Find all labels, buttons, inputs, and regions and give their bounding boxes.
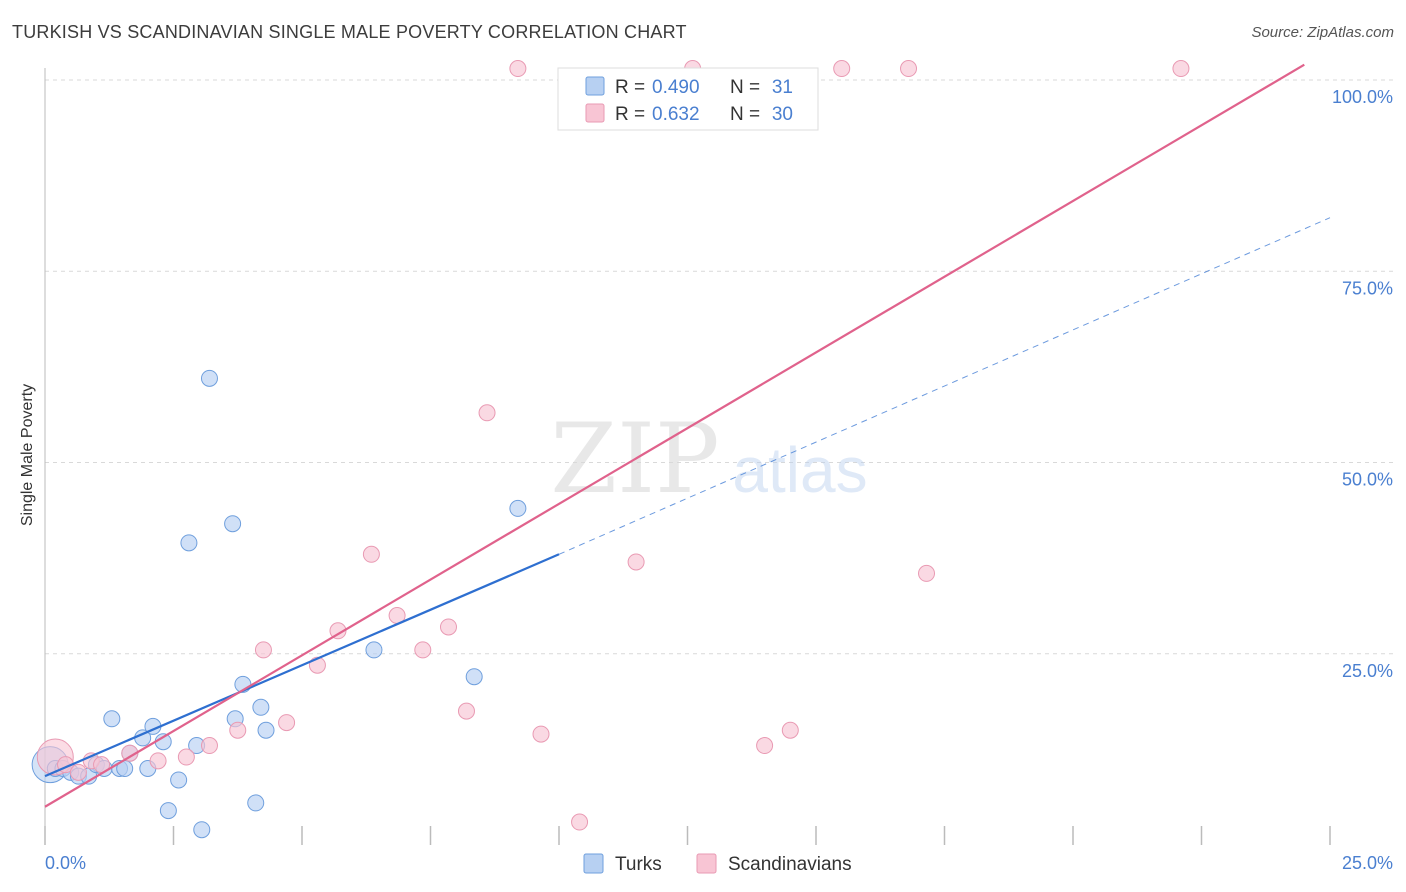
- turks-point-26: [252, 698, 270, 716]
- turks-trend-line: [44, 553, 560, 778]
- y-tick-label-50: 50.0%: [1342, 470, 1393, 490]
- scand-point-7: [177, 748, 195, 766]
- turks-point-29: [465, 668, 483, 686]
- turks-point-28: [365, 641, 383, 659]
- scand-point-11: [278, 714, 296, 732]
- scand-point-2: [69, 763, 87, 781]
- bottom-legend-label-turks: Turks: [615, 854, 662, 875]
- legend-swatch-turks: [585, 76, 605, 96]
- scand-point-22: [571, 813, 589, 831]
- scand-point-18: [457, 702, 475, 720]
- scand-point-6: [149, 752, 167, 770]
- scand-point-20: [509, 60, 527, 78]
- turks-point-22: [224, 515, 242, 533]
- y-tick-label-100: 100.0%: [1332, 87, 1393, 107]
- scand-point-8: [200, 737, 218, 755]
- legend-r-value-turks: 0.490: [652, 77, 700, 98]
- legend-n-label-scand: N =: [730, 104, 760, 125]
- scand-trend-line: [44, 63, 1305, 808]
- turks-trend-extension: [558, 217, 1331, 555]
- bottom-legend-swatch-scand: [696, 853, 717, 874]
- bottom-legend-swatch-turks: [583, 853, 604, 874]
- turks-point-20: [193, 821, 211, 839]
- legend-n-value-scand: 30: [772, 104, 793, 125]
- scand-point-16: [414, 641, 432, 659]
- y-tick-label-75: 75.0%: [1342, 278, 1393, 298]
- legend-r-label-scand: R =: [615, 104, 645, 125]
- scand-point-28: [900, 60, 918, 78]
- x-tick-label-max: 25.0%: [1342, 853, 1393, 873]
- watermark-atlas: atlas: [732, 434, 867, 506]
- legend-n-label-turks: N =: [730, 77, 760, 98]
- scand-point-19: [478, 404, 496, 422]
- x-tick-label-min: 0.0%: [45, 853, 86, 873]
- turks-point-16: [159, 802, 177, 820]
- turks-point-27: [257, 721, 275, 739]
- scand-point-10: [254, 641, 272, 659]
- turks-point-18: [180, 534, 198, 552]
- scand-point-21: [532, 725, 550, 743]
- legend-swatch-scand: [585, 103, 605, 123]
- legend-r-label-turks: R =: [615, 77, 645, 98]
- turks-point-17: [170, 771, 188, 789]
- turks-point-25: [247, 794, 265, 812]
- scand-point-9: [229, 721, 247, 739]
- scand-point-13: [329, 622, 347, 640]
- scand-point-17: [439, 618, 457, 636]
- turks-point-21: [200, 369, 218, 387]
- turks-point-30: [509, 499, 527, 517]
- turks-point-8: [103, 710, 121, 728]
- scand-point-23: [627, 553, 645, 571]
- bottom-legend-label-scand: Scandinavians: [728, 854, 852, 875]
- legend-r-value-scand: 0.632: [652, 104, 700, 125]
- scand-point-30: [1172, 60, 1190, 78]
- scand-point-25: [756, 737, 774, 755]
- source-label: Source: ZipAtlas.com: [1251, 24, 1394, 41]
- scand-point-26: [781, 721, 799, 739]
- legend-n-value-turks: 31: [772, 77, 793, 98]
- scand-point-14: [362, 545, 380, 563]
- scand-point-29: [918, 564, 936, 582]
- y-tick-label-25: 25.0%: [1342, 661, 1393, 681]
- chart-title: TURKISH VS SCANDINAVIAN SINGLE MALE POVE…: [12, 22, 687, 42]
- scand-point-27: [833, 60, 851, 78]
